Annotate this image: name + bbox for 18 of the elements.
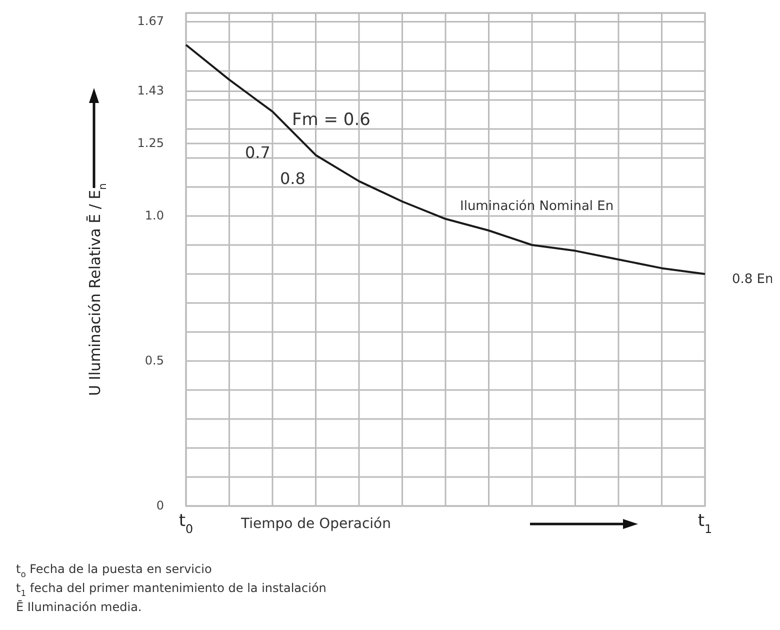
annotation: Fm = 0.6 [292, 110, 370, 130]
y-tick-label: 1.25 [137, 136, 164, 150]
y-tick-label: 1.43 [137, 84, 164, 98]
y-tick-label: 1.0 [144, 208, 164, 222]
y-tick-label: 1.67 [137, 14, 164, 28]
text: 0.8 En [732, 272, 774, 287]
x-tick-label: t$_{0}$ [178, 511, 194, 536]
x-tick-label: t$_{1}$ [698, 511, 712, 536]
annotation: 0.7 [245, 143, 270, 162]
line-series [185, 44, 706, 275]
text: Ē Iluminación media. [16, 600, 142, 614]
x-axis-title: Tiempo de Operación [240, 516, 391, 532]
text: t$_{o}$ Fecha de la puesta en servicio [16, 562, 212, 580]
text: t$_{1}$ fecha del primer mantenimiento de la instalación [16, 581, 326, 598]
y-tick-label: 0 [156, 498, 164, 512]
annotation: Iluminación Nominal En [460, 198, 614, 214]
annotation: 0.8 [280, 169, 306, 188]
y-tick-label: 0.5 [144, 353, 164, 368]
